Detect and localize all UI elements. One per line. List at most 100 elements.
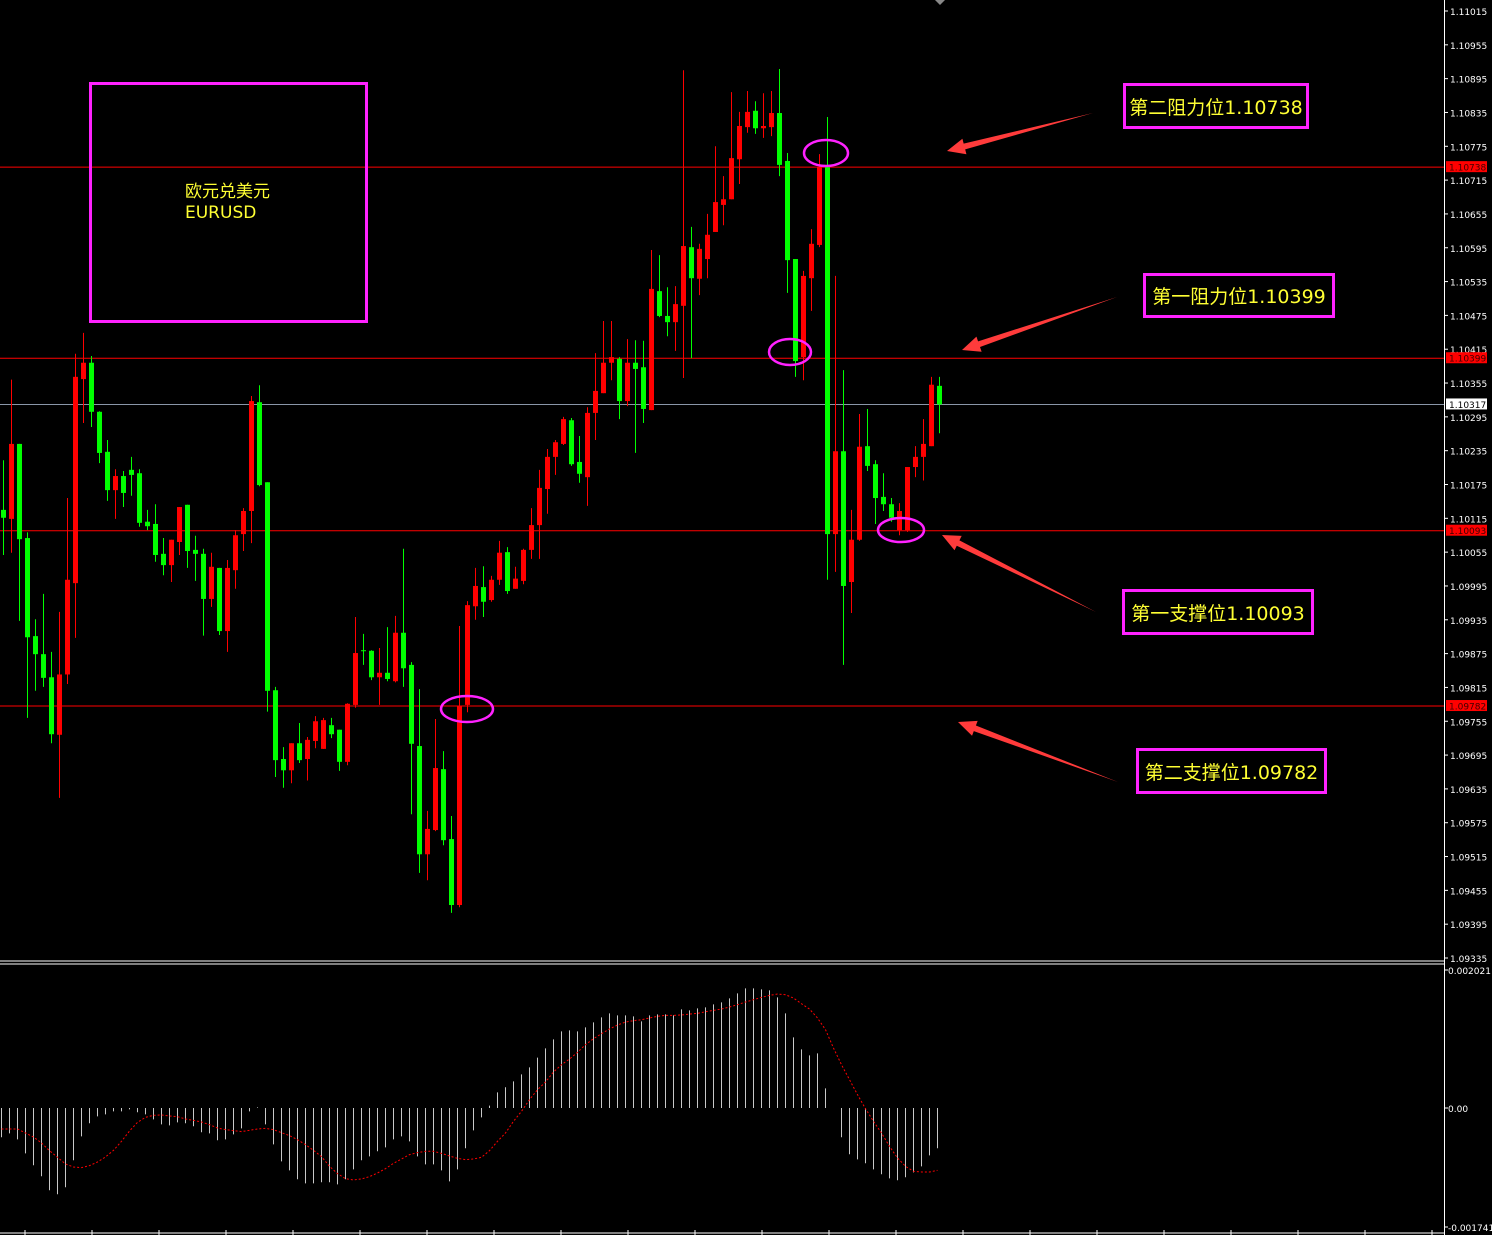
price-tick-label: 1.10955 [1450,42,1487,52]
candle-up [745,111,750,128]
price-tick-label: 1.10295 [1450,414,1487,424]
level-label-resistance-1: 第一阻力位1.10399 [1143,273,1335,318]
candle-up [521,549,526,581]
candle-down [841,451,846,586]
candle-down [89,362,94,412]
candle-up [809,243,814,279]
candle-up [609,357,614,363]
candle-down [25,538,30,638]
candle-down [401,632,406,669]
candle-down [633,362,638,369]
candle-up [177,507,182,542]
candle-down [329,725,334,735]
candle-up [705,234,710,260]
candle-down [441,769,446,841]
candle-down [17,443,22,540]
candle-down [217,567,222,632]
price-tick-label: 1.09635 [1450,786,1487,796]
candle-up [553,442,558,457]
candle-down [449,839,454,906]
candle-up [489,579,494,601]
symbol-name-cn: 欧元兑美元 [185,182,270,202]
price-tick-label: 1.10055 [1450,549,1487,559]
candle-up [65,579,70,675]
price-tick-label: 1.09995 [1450,583,1487,593]
price-tick-label: 1.09695 [1450,752,1487,762]
candle-up [601,362,606,394]
candle-up [513,578,518,589]
candle-down [121,476,126,493]
candle-up [913,456,918,468]
candle-up [9,443,14,519]
annotations [439,113,1118,782]
candle-up [225,567,230,632]
price-tick-label: 1.10475 [1450,312,1487,322]
candle-up [393,632,398,682]
candle-up [585,412,590,478]
candle-up [697,248,702,279]
candle-up [289,743,294,771]
candle-down [689,247,694,279]
level-price-tag [1446,524,1487,536]
candle-down [201,553,206,599]
price-tick-label: 1.09335 [1450,955,1487,965]
level-price-tag [1446,700,1487,712]
candle-down [657,291,662,316]
candle-up [113,476,118,491]
candle-down [889,504,894,518]
price-tick-label: 1.09575 [1450,820,1487,830]
candle-down [361,650,366,652]
chart-shift-marker-icon [935,0,945,5]
candle-down [137,473,142,523]
price-tick-label: 1.10235 [1450,448,1487,458]
price-tick-label: 1.10415 [1450,346,1487,356]
candle-down [257,402,262,486]
arrow-icon [947,113,1093,155]
candle-down [505,552,510,592]
candle-down [937,385,942,405]
candle-down [753,110,758,129]
level-label-support-2: 第二支撑位1.09782 [1136,748,1327,794]
price-tick-label: 1.09755 [1450,718,1487,728]
macd-panel [0,960,1444,1195]
price-tick-label: 1.10715 [1450,177,1487,187]
candle-up [833,451,838,535]
candle-up [233,535,238,571]
candle-up [713,202,718,232]
macd-tick-label: -0.001741 [1448,1224,1492,1234]
candlesticks [1,69,942,913]
candle-up [561,419,566,444]
candle-down [481,587,486,602]
candle-down [145,521,150,527]
candle-down [281,759,286,771]
candle-up [905,467,910,531]
candle-down [385,672,390,679]
price-tick-label: 1.10895 [1450,76,1487,86]
candle-up [849,539,854,583]
candle-up [353,653,358,705]
candle-up [729,158,734,200]
candle-up [737,125,742,160]
candle-up [209,566,214,599]
candle-down [881,496,886,505]
candle-down [153,523,158,555]
arrow-icon [958,720,1118,782]
candle-down [337,729,342,762]
candle-down [193,549,198,554]
candle-up [537,487,542,526]
candle-down [793,259,798,362]
candle-down [785,160,790,261]
price-tick-label: 1.09395 [1450,921,1487,931]
price-tick-label: 1.10115 [1450,515,1487,525]
level-price-tag [1446,352,1487,364]
candle-down [297,743,302,761]
candle-down [577,461,582,474]
symbol-info-box: 欧元兑美元 EURUSD [89,82,368,323]
candle-down [1,509,6,518]
candle-up [433,768,438,831]
highlight-ellipse [767,337,813,367]
candle-up [425,828,430,855]
candle-up [897,510,902,531]
current-price-tag-text: 1.10317 [1449,401,1486,411]
